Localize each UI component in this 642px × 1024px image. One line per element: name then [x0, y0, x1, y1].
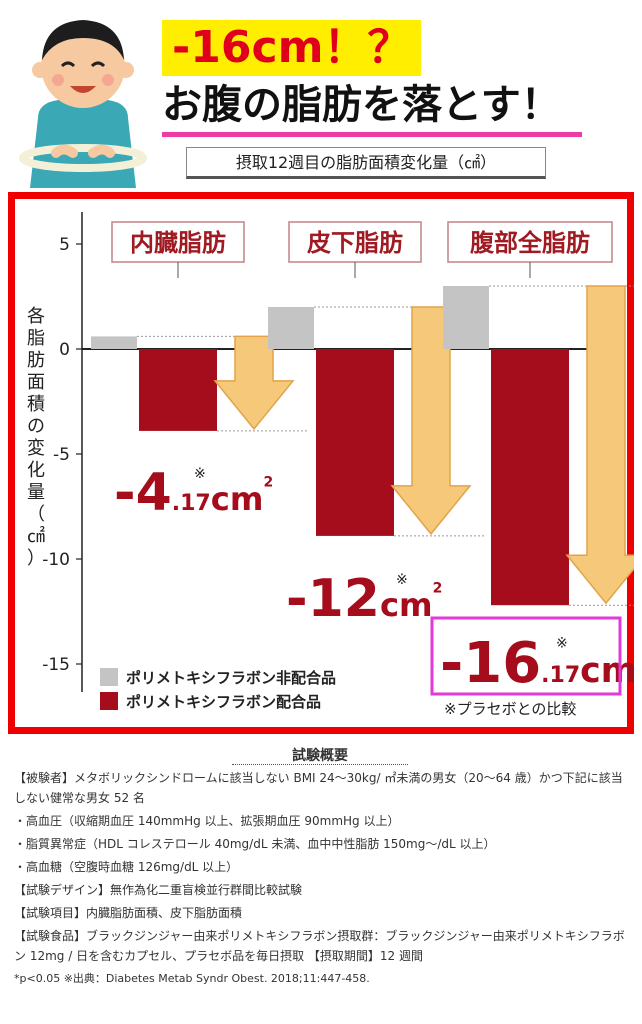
- difference-label: -4.17cm2: [114, 463, 273, 523]
- summary-footnote: *p<0.05 ※出典：Diabetes Metab Syndr Obest. …: [14, 972, 370, 985]
- headline-underline: [162, 132, 582, 137]
- y-axis-label-char: （: [27, 504, 45, 525]
- summary-paragraph: 【被験者】メタボリックシンドロームに該当しない BMI 24～30kg/ ㎡未満…: [14, 771, 623, 805]
- legend-label: ポリメトキシフラボン配合品: [126, 693, 321, 711]
- highlight-box: [430, 616, 622, 696]
- placebo-bar: [443, 286, 489, 349]
- summary-paragraph: 【試験食品】ブラックジンジャー由来ポリメトキシフラボン摂取群：ブラックジンジャー…: [14, 929, 625, 963]
- y-axis-label-char: 脂: [27, 328, 45, 349]
- y-tick-label: 5: [59, 235, 70, 255]
- significance-mark: ※: [556, 635, 568, 651]
- y-tick-label: -10: [42, 550, 70, 570]
- y-axis-label-char: 量: [27, 482, 45, 503]
- placebo-bar: [268, 307, 314, 349]
- summary-paragraph: 【試験項目】内臓脂肪面積、皮下脂肪面積: [14, 906, 243, 920]
- summary-paragraph: ・高血圧（収縮期血圧 140mmHg 以上、拡張期血圧 90mmHg 以上）: [14, 814, 400, 828]
- y-axis-label-char: 各: [27, 306, 45, 327]
- placebo-bar: [91, 336, 137, 349]
- headline-primary: -16cm！？: [162, 20, 422, 76]
- y-axis-label-char: 化: [27, 460, 45, 481]
- y-tick-label: -5: [53, 445, 70, 465]
- active-bar: [139, 349, 217, 431]
- study-summary: 試験概要 【被験者】メタボリックシンドロームに該当しない BMI 24～30kg…: [14, 746, 626, 992]
- difference-arrow: [565, 285, 634, 605]
- summary-paragraph: 【試験デザイン】無作為化二重盲検並行群間比較試験: [14, 883, 303, 897]
- difference-label: -16.17cm2: [440, 631, 634, 696]
- comparison-note: ※プラセボとの比較: [444, 700, 576, 718]
- difference-arrow: [213, 335, 295, 431]
- y-tick-label: 0: [59, 340, 70, 360]
- significance-mark: ※: [396, 572, 408, 588]
- legend-swatch: [100, 692, 118, 710]
- significance-mark: ※: [194, 466, 206, 482]
- summary-paragraph: ・高血糖（空腹時血糖 126mg/dL 以上）: [14, 860, 239, 874]
- legend-swatch: [100, 668, 118, 686]
- category-label-box: [111, 221, 245, 263]
- active-bar: [316, 349, 394, 536]
- y-axis-label-char: の: [27, 416, 45, 437]
- difference-label: -12cm2: [286, 569, 442, 629]
- legend-label: ポリメトキシフラボン非配合品: [126, 669, 336, 687]
- headline-secondary: お腹の脂肪を落とす！: [162, 82, 561, 128]
- category-label-box: [288, 221, 422, 263]
- y-axis-label-char: ）: [27, 548, 45, 569]
- category-label: 内臓脂肪: [130, 229, 226, 257]
- y-axis-label-char: 面: [27, 372, 45, 393]
- y-axis-label-char: 肪: [27, 350, 45, 371]
- category-label-box: [447, 221, 613, 263]
- y-axis-label-char: 積: [27, 394, 45, 415]
- active-bar: [491, 349, 569, 606]
- study-summary-title: 試験概要: [14, 746, 626, 766]
- summary-paragraph: ・脂質異常症（HDL コレステロール 40mg/dL 未満、血中中性脂肪 150…: [14, 837, 496, 851]
- y-axis-label-char: ㎠: [27, 525, 45, 547]
- person-illustration: [19, 20, 147, 188]
- chart-subtitle: 摂取12週目の脂肪面積変化量（㎠）: [186, 147, 546, 179]
- category-label: 皮下脂肪: [307, 229, 403, 257]
- category-label: 腹部全脂肪: [470, 229, 590, 257]
- y-axis-label-char: 変: [27, 438, 45, 459]
- y-tick-label: -15: [42, 655, 70, 675]
